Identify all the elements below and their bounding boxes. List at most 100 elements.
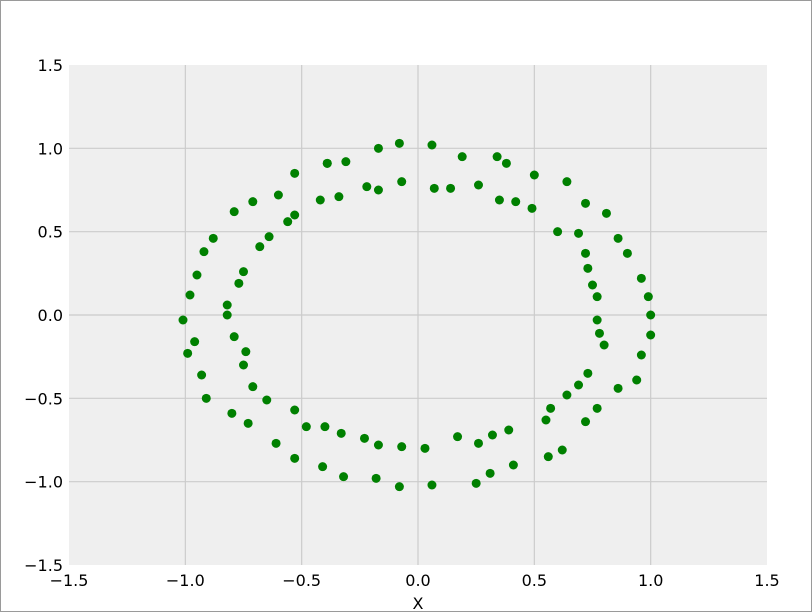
data-point	[318, 462, 328, 472]
data-point	[190, 337, 200, 347]
data-point	[301, 422, 311, 432]
data-point	[201, 393, 211, 403]
data-point	[581, 198, 591, 208]
data-point	[208, 233, 218, 243]
data-point	[487, 430, 497, 440]
data-point	[255, 242, 265, 252]
data-point	[341, 157, 351, 167]
data-point	[334, 192, 344, 202]
data-point	[248, 197, 258, 207]
data-point	[283, 217, 293, 227]
data-point	[394, 138, 404, 148]
data-point	[239, 267, 248, 277]
data-point	[492, 152, 502, 162]
data-point	[239, 360, 248, 370]
y-tick-label: −1.0	[24, 473, 63, 492]
data-point	[273, 190, 283, 200]
x-tick-label: 0.0	[405, 571, 430, 590]
x-tick-label: −1.0	[166, 571, 205, 590]
data-point	[504, 425, 514, 435]
data-point	[290, 168, 300, 178]
data-point	[264, 232, 274, 242]
data-point	[613, 233, 623, 243]
data-point	[508, 460, 518, 470]
data-point	[592, 292, 602, 302]
data-point	[373, 185, 383, 195]
y-tick-label: 1.5	[38, 56, 63, 75]
x-tick-label: 0.5	[522, 571, 547, 590]
data-point	[527, 203, 537, 213]
data-point	[457, 152, 467, 162]
x-axis-ticks: −1.5 −1.0 −0.5 0.0 0.5 1.0 1.5	[50, 571, 780, 590]
y-tick-label: 0.5	[38, 223, 63, 242]
data-point	[336, 428, 346, 438]
data-point	[553, 227, 563, 237]
data-point	[248, 382, 258, 392]
data-point	[636, 350, 646, 360]
data-point	[632, 375, 642, 385]
data-point	[446, 183, 456, 193]
data-points	[178, 138, 656, 492]
data-point	[592, 315, 602, 325]
gridlines	[69, 65, 767, 565]
data-point	[183, 348, 193, 358]
x-tick-label: −0.5	[282, 571, 321, 590]
data-point	[581, 248, 591, 258]
data-point	[494, 195, 504, 205]
data-point	[222, 300, 232, 310]
data-point	[473, 438, 483, 448]
data-point	[511, 197, 521, 207]
data-point	[529, 170, 539, 180]
data-point	[574, 380, 584, 390]
data-point	[339, 472, 349, 482]
data-point	[541, 415, 551, 425]
data-point	[592, 403, 602, 413]
data-point	[574, 228, 584, 238]
data-point	[362, 182, 372, 192]
data-point	[427, 480, 437, 490]
data-point	[557, 445, 567, 455]
data-point	[320, 422, 330, 432]
data-point	[543, 452, 553, 462]
data-point	[471, 478, 481, 488]
data-point	[601, 208, 611, 218]
data-point	[185, 290, 195, 300]
x-tick-label: 1.0	[638, 571, 663, 590]
data-point	[271, 438, 281, 448]
data-point	[599, 340, 609, 350]
data-point	[562, 390, 572, 400]
data-point	[241, 347, 251, 357]
data-point	[429, 183, 439, 193]
y-tick-label: 0.0	[38, 306, 63, 325]
data-point	[397, 177, 407, 187]
y-tick-label: −1.5	[24, 556, 63, 575]
data-point	[229, 332, 239, 342]
y-axis-ticks: −1.5 −1.0 −0.5 0.0 0.5 1.0 1.5	[24, 56, 63, 575]
data-point	[290, 210, 300, 220]
x-tick-label: −1.5	[50, 571, 89, 590]
data-point	[473, 180, 483, 190]
data-point	[501, 158, 511, 168]
data-point	[420, 443, 430, 453]
data-point	[322, 158, 332, 168]
x-axis-label: X	[413, 594, 424, 612]
data-point	[234, 278, 244, 288]
data-point	[594, 328, 604, 338]
data-point	[485, 468, 495, 478]
data-point	[227, 408, 237, 418]
data-point	[192, 270, 202, 280]
data-point	[453, 432, 463, 442]
data-point	[197, 370, 207, 380]
data-point	[588, 280, 597, 290]
data-point	[359, 433, 369, 443]
data-point	[636, 273, 646, 283]
data-point	[371, 473, 381, 483]
data-point	[199, 247, 209, 257]
data-point	[583, 263, 593, 273]
data-point	[315, 195, 325, 205]
data-point	[622, 248, 632, 258]
data-point	[178, 315, 188, 325]
data-point	[646, 310, 656, 320]
data-point	[290, 453, 300, 463]
data-point	[643, 292, 653, 302]
